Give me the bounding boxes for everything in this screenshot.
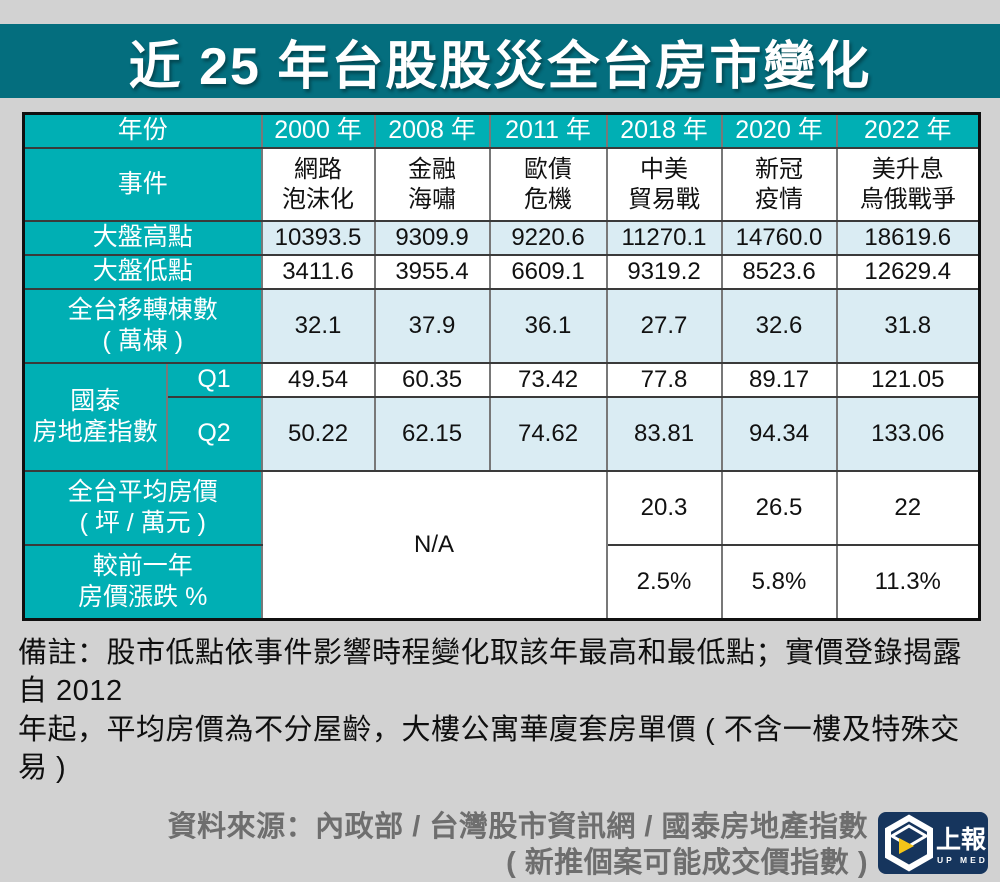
- svg-text:上報: 上報: [936, 826, 987, 854]
- value-cell: 31.8: [835, 288, 981, 364]
- row-label-yoy-change: 較前一年 房價漲跌 %: [22, 544, 263, 621]
- row-label-cathay-index: 國泰 房地產指數: [22, 362, 168, 472]
- title-band: 近 25 年台股股災全台房市變化: [0, 24, 1000, 98]
- value-cell: 14760.0: [720, 220, 838, 256]
- row-label-q2: Q2: [165, 396, 263, 472]
- value-cell: 32.6: [720, 288, 838, 364]
- event-cell: 中美 貿易戰: [605, 147, 723, 222]
- year-header: 2011 年: [488, 112, 608, 149]
- data-source-line1: 資料來源：內政部 / 台灣股市資訊網 / 國泰房地產指數: [167, 811, 868, 844]
- data-source-text: 資料來源：內政部 / 台灣股市資訊網 / 國泰房地產指數 ( 新推個案可能成交價…: [168, 809, 868, 882]
- source-row: 資料來源：內政部 / 台灣股市資訊網 / 國泰房地產指數 ( 新推個案可能成交價…: [0, 809, 1000, 882]
- value-cell: 9220.6: [488, 220, 608, 256]
- value-cell: 9319.2: [605, 254, 723, 290]
- value-cell: 60.35: [373, 362, 491, 398]
- table-row-events: 事件 網路 泡沫化 金融 海嘯 歐債 危機 中美 貿易戰 新冠 疫情 美升息 烏…: [22, 147, 981, 222]
- year-header: 2018 年: [605, 112, 723, 149]
- value-cell: 10393.5: [260, 220, 376, 256]
- corner-year-label: 年份: [22, 112, 263, 149]
- value-cell: 3411.6: [260, 254, 376, 290]
- value-cell: 83.81: [605, 396, 723, 472]
- value-cell: 62.15: [373, 396, 491, 472]
- table-row-cathay-q1: 國泰 房地產指數 Q1 49.54 60.35 73.42 77.8 89.17…: [22, 362, 981, 472]
- event-cell: 歐債 危機: [488, 147, 608, 222]
- value-cell: 27.7: [605, 288, 723, 364]
- table-row-transfers: 全台移轉棟數 ( 萬棟 ) 32.1 37.9 36.1 27.7 32.6 3…: [22, 288, 981, 364]
- row-label-transfers: 全台移轉棟數 ( 萬棟 ): [22, 288, 263, 364]
- row-label-market-low: 大盤低點: [22, 254, 263, 290]
- year-header: 2008 年: [373, 112, 491, 149]
- value-cell: 49.54: [260, 362, 376, 398]
- value-cell: 20.3: [605, 470, 723, 546]
- data-source-line2: ( 新推個案可能成交價指數 ): [506, 847, 868, 880]
- value-cell: 5.8%: [720, 544, 838, 621]
- footnote-text: 備註：股市低點依事件影響時程變化取該年最高和最低點；實價登錄揭露自 2012 年…: [18, 637, 963, 784]
- upmedia-logo-icon: 上報 UP MEDIA: [878, 811, 999, 874]
- event-cell: 網路 泡沫化: [260, 147, 376, 222]
- value-cell: 121.05: [835, 362, 981, 398]
- year-header: 2020 年: [720, 112, 838, 149]
- value-cell: 8523.6: [720, 254, 838, 290]
- row-label-q1: Q1: [165, 362, 263, 398]
- housing-stock-table: 年份 2000 年 2008 年 2011 年 2018 年 2020 年 20…: [22, 112, 982, 621]
- year-header: 2022 年: [835, 112, 981, 149]
- value-cell: 9309.9: [373, 220, 491, 256]
- event-cell: 美升息 烏俄戰爭: [835, 147, 981, 222]
- table-row-avg-price: 全台平均房價 ( 坪 / 萬元 ) N/A 20.3 26.5 22: [22, 470, 981, 621]
- value-cell: 22: [835, 470, 981, 546]
- year-header: 2000 年: [260, 112, 376, 149]
- value-cell: 89.17: [720, 362, 838, 398]
- svg-text:UP MEDIA: UP MEDIA: [937, 855, 988, 865]
- na-cell: N/A: [260, 470, 608, 621]
- value-cell: 6609.1: [488, 254, 608, 290]
- value-cell: 94.34: [720, 396, 838, 472]
- value-cell: 12629.4: [835, 254, 981, 290]
- upmedia-logo: 上報 UP MEDIA: [878, 811, 999, 879]
- table-row-cathay-q2: Q2 50.22 62.15 74.62 83.81 94.34 133.06: [24, 396, 981, 472]
- value-cell: 18619.6: [835, 220, 981, 256]
- value-cell: 50.22: [260, 396, 376, 472]
- event-cell: 新冠 疫情: [720, 147, 838, 222]
- table-row-yoy-change: 較前一年 房價漲跌 % 2.5% 5.8% 11.3%: [22, 544, 981, 621]
- value-cell: 73.42: [488, 362, 608, 398]
- value-cell: 26.5: [720, 470, 838, 546]
- value-cell: 36.1: [488, 288, 608, 364]
- value-cell: 133.06: [835, 396, 981, 472]
- event-cell: 金融 海嘯: [373, 147, 491, 222]
- value-cell: 3955.4: [373, 254, 491, 290]
- row-label-avg-price: 全台平均房價 ( 坪 / 萬元 ): [22, 470, 263, 546]
- value-cell: 77.8: [605, 362, 723, 398]
- value-cell: 74.62: [488, 396, 608, 472]
- value-cell: 11270.1: [605, 220, 723, 256]
- table-row-market-high: 大盤高點 10393.5 9309.9 9220.6 11270.1 14760…: [22, 220, 981, 256]
- page-title: 近 25 年台股股災全台房市變化: [128, 37, 872, 96]
- value-cell: 2.5%: [605, 544, 723, 621]
- value-cell: 32.1: [260, 288, 376, 364]
- value-cell: 11.3%: [835, 544, 981, 621]
- value-cell: 37.9: [373, 288, 491, 364]
- row-label-event: 事件: [22, 147, 263, 222]
- row-label-market-high: 大盤高點: [22, 220, 263, 256]
- table-row-years: 年份 2000 年 2008 年 2011 年 2018 年 2020 年 20…: [22, 112, 981, 149]
- table-row-market-low: 大盤低點 3411.6 3955.4 6609.1 9319.2 8523.6 …: [22, 254, 981, 290]
